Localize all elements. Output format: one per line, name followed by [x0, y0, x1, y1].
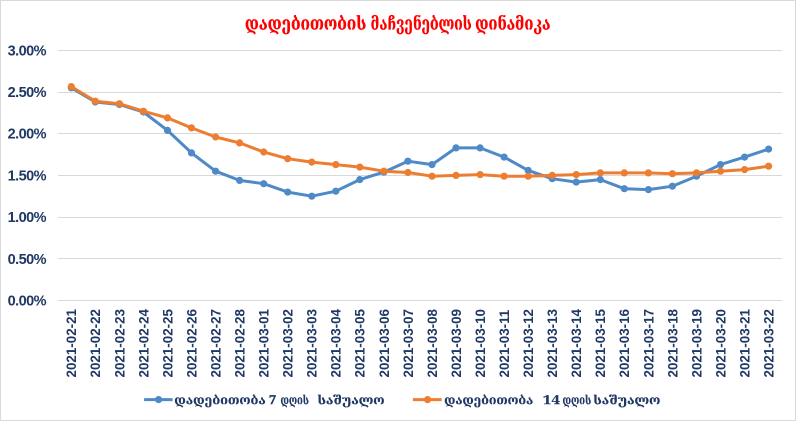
svg-text:1.00%: 1.00%	[8, 210, 47, 226]
svg-text:2021-03-03: 2021-03-03	[305, 309, 320, 378]
svg-text:2021-03-06: 2021-03-06	[377, 309, 392, 378]
svg-text:2021-03-20: 2021-03-20	[713, 309, 728, 378]
svg-text:2021-03-16: 2021-03-16	[617, 309, 632, 378]
svg-text:0.50%: 0.50%	[8, 252, 47, 268]
svg-text:0.00%: 0.00%	[8, 294, 47, 310]
svg-text:2021-02-22: 2021-02-22	[88, 309, 103, 378]
svg-text:2021-03-13: 2021-03-13	[545, 309, 560, 378]
svg-text:2021-03-09: 2021-03-09	[449, 309, 464, 378]
svg-text:2021-02-26: 2021-02-26	[184, 309, 199, 378]
svg-text:2021-02-24: 2021-02-24	[136, 308, 151, 377]
svg-text:2021-02-21: 2021-02-21	[64, 308, 79, 377]
svg-text:2021-03-14: 2021-03-14	[569, 308, 584, 377]
svg-text:2021-03-07: 2021-03-07	[401, 309, 416, 378]
svg-text:2.00%: 2.00%	[8, 127, 47, 143]
svg-text:2021-02-25: 2021-02-25	[160, 308, 175, 377]
svg-text:2021-03-04: 2021-03-04	[329, 308, 344, 377]
svg-text:2021-02-23: 2021-02-23	[112, 309, 127, 378]
svg-text:2021-02-27: 2021-02-27	[209, 309, 224, 378]
svg-text:2021-03-02: 2021-03-02	[281, 309, 296, 378]
svg-text:2021-03-12: 2021-03-12	[521, 309, 536, 378]
svg-text:3.00%: 3.00%	[8, 43, 47, 59]
svg-text:2021-03-21: 2021-03-21	[738, 308, 753, 377]
svg-text:2021-03-10: 2021-03-10	[473, 309, 488, 378]
svg-text:2021-03-01: 2021-03-01	[257, 308, 272, 377]
svg-text:2021-03-05: 2021-03-05	[353, 308, 368, 377]
svg-text:2021-03-15: 2021-03-15	[593, 308, 608, 377]
svg-text:2021-03-17: 2021-03-17	[641, 309, 656, 378]
svg-text:2021-03-22: 2021-03-22	[762, 309, 777, 378]
svg-text:1.50%: 1.50%	[8, 168, 47, 184]
svg-text:2.50%: 2.50%	[8, 85, 47, 101]
svg-text:2021-03-18: 2021-03-18	[665, 308, 680, 377]
svg-text:2021-03-19: 2021-03-19	[689, 309, 704, 378]
svg-text:2021-03-08: 2021-03-08	[425, 308, 440, 377]
svg-text:2021-03-11: 2021-03-11	[497, 309, 512, 377]
svg-text:2021-02-28: 2021-02-28	[233, 308, 248, 377]
